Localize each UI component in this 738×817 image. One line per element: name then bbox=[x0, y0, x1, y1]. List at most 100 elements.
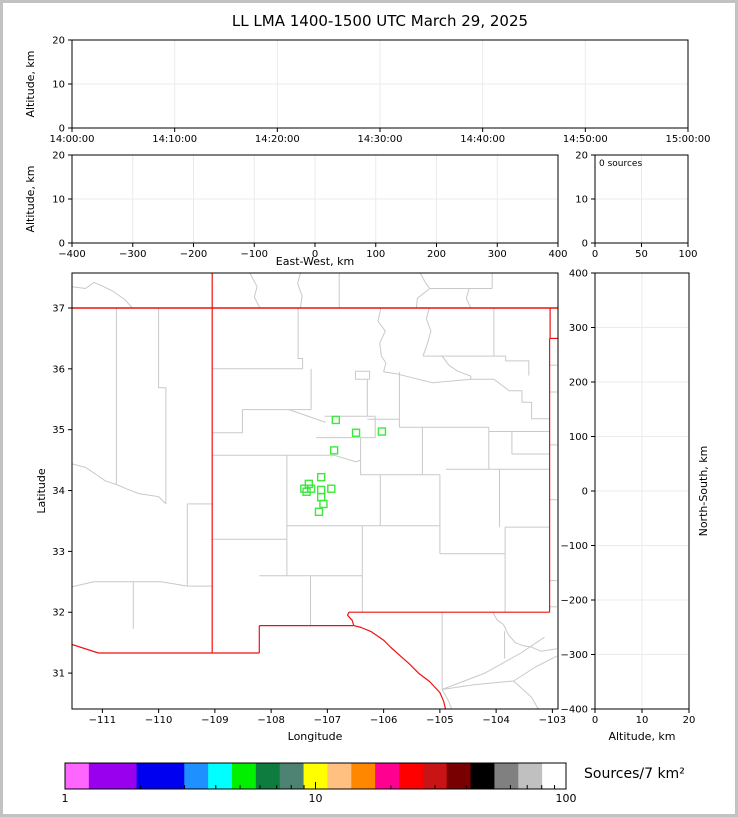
lma-source-marker bbox=[316, 472, 326, 482]
ew-panel-xlabel: East-West, km bbox=[275, 255, 355, 268]
map-ylabel: Latitude bbox=[35, 468, 48, 514]
ew-panel-ylabel: Altitude, km bbox=[24, 165, 37, 233]
svg-text:14:40:00: 14:40:00 bbox=[460, 134, 505, 145]
svg-text:34: 34 bbox=[52, 486, 65, 497]
map-xlabel: Longitude bbox=[287, 730, 343, 743]
svg-text:100: 100 bbox=[678, 249, 697, 260]
svg-text:0: 0 bbox=[582, 487, 588, 498]
svg-text:10: 10 bbox=[309, 792, 323, 805]
svg-text:200: 200 bbox=[427, 249, 446, 260]
map-layers bbox=[72, 273, 558, 709]
colorbar-segment bbox=[375, 763, 400, 789]
colorbar-segment bbox=[399, 763, 424, 789]
lma-source-marker bbox=[302, 487, 311, 496]
colorbar-segment bbox=[184, 763, 209, 789]
svg-text:−105: −105 bbox=[426, 715, 453, 726]
svg-text:−111: −111 bbox=[89, 715, 116, 726]
svg-text:15:00:00: 15:00:00 bbox=[666, 134, 711, 145]
svg-text:32: 32 bbox=[52, 608, 65, 619]
colorbar-segment bbox=[255, 763, 281, 789]
colorbar-segment bbox=[518, 763, 543, 789]
svg-text:14:50:00: 14:50:00 bbox=[563, 134, 608, 145]
svg-text:14:00:00: 14:00:00 bbox=[50, 134, 95, 145]
svg-text:400: 400 bbox=[548, 249, 567, 260]
colorbar-segment bbox=[422, 763, 448, 789]
lma-source-marker bbox=[377, 427, 387, 436]
colorbar-label: Sources/7 km² bbox=[584, 766, 685, 782]
svg-text:10: 10 bbox=[575, 195, 588, 206]
svg-text:20: 20 bbox=[52, 36, 65, 47]
svg-text:100: 100 bbox=[569, 432, 588, 443]
svg-text:300: 300 bbox=[488, 249, 507, 260]
colorbar-segment bbox=[279, 763, 304, 789]
svg-text:−300: −300 bbox=[561, 650, 588, 661]
colorbar-segment bbox=[494, 763, 519, 789]
svg-text:20: 20 bbox=[575, 151, 588, 162]
svg-text:0: 0 bbox=[582, 239, 588, 250]
svg-text:50: 50 bbox=[635, 249, 648, 260]
svg-text:33: 33 bbox=[52, 547, 65, 558]
svg-text:20: 20 bbox=[52, 151, 65, 162]
svg-text:−200: −200 bbox=[180, 249, 207, 260]
lma-source-marker bbox=[331, 415, 341, 425]
svg-text:14:10:00: 14:10:00 bbox=[152, 134, 197, 145]
svg-text:37: 37 bbox=[52, 303, 65, 314]
lma-source-marker bbox=[316, 493, 326, 502]
svg-text:−400: −400 bbox=[561, 705, 588, 716]
lma-source-marker bbox=[329, 446, 339, 455]
svg-text:−103: −103 bbox=[539, 715, 566, 726]
svg-text:14:30:00: 14:30:00 bbox=[358, 134, 403, 145]
svg-text:20: 20 bbox=[683, 715, 696, 726]
colorbar-segment bbox=[327, 763, 352, 789]
ns-panel-xlabel: Altitude, km bbox=[608, 730, 676, 743]
svg-text:−110: −110 bbox=[145, 715, 172, 726]
svg-text:0: 0 bbox=[312, 249, 318, 260]
svg-text:300: 300 bbox=[569, 323, 588, 334]
svg-text:14:20:00: 14:20:00 bbox=[255, 134, 300, 145]
colorbar-segment bbox=[208, 763, 233, 789]
svg-text:200: 200 bbox=[569, 378, 588, 389]
svg-text:36: 36 bbox=[52, 364, 65, 375]
ns-panel-ylabel: North-South, km bbox=[697, 445, 710, 537]
svg-text:−107: −107 bbox=[314, 715, 341, 726]
svg-text:10: 10 bbox=[52, 195, 65, 206]
lma-source-marker bbox=[327, 484, 336, 493]
colorbar-segment bbox=[446, 763, 471, 789]
svg-text:35: 35 bbox=[52, 425, 65, 436]
svg-text:100: 100 bbox=[556, 792, 577, 805]
svg-text:−100: −100 bbox=[561, 541, 588, 552]
page-title: LL LMA 1400-1500 UTC March 29, 2025 bbox=[231, 12, 529, 30]
lma-source-marker bbox=[351, 428, 361, 437]
svg-text:31: 31 bbox=[52, 669, 65, 680]
lma-source-marker bbox=[316, 485, 326, 495]
colorbar-segment bbox=[351, 763, 376, 789]
colorbar-segment bbox=[88, 763, 137, 789]
svg-text:0: 0 bbox=[592, 249, 598, 260]
svg-text:0: 0 bbox=[59, 239, 65, 250]
lma-plot-svg: 14:00:00 14:10:00 14:20:00 14:30:00 14:40:00… bbox=[50, 36, 711, 806]
lma-source-marker bbox=[304, 479, 314, 489]
colorbar-segment bbox=[232, 763, 257, 789]
svg-text:−106: −106 bbox=[370, 715, 397, 726]
svg-text:−109: −109 bbox=[201, 715, 228, 726]
colorbar-segment bbox=[65, 763, 90, 789]
svg-text:−108: −108 bbox=[257, 715, 284, 726]
svg-text:−104: −104 bbox=[482, 715, 509, 726]
svg-text:10: 10 bbox=[52, 80, 65, 91]
svg-text:−200: −200 bbox=[561, 596, 588, 607]
svg-text:−300: −300 bbox=[119, 249, 146, 260]
svg-text:−100: −100 bbox=[241, 249, 268, 260]
colorbar-segment bbox=[136, 763, 185, 789]
colorbar-segment bbox=[542, 763, 567, 789]
svg-text:−400: −400 bbox=[58, 249, 85, 260]
svg-text:10: 10 bbox=[636, 715, 649, 726]
lma-source-marker bbox=[314, 507, 324, 517]
svg-text:400: 400 bbox=[569, 269, 588, 280]
lma-source-marker bbox=[319, 499, 328, 509]
svg-text:1: 1 bbox=[62, 792, 69, 805]
svg-text:0: 0 bbox=[59, 124, 65, 135]
colorbar-segment bbox=[470, 763, 495, 789]
source-count-annotation: 0 sources bbox=[599, 159, 643, 169]
svg-text:0: 0 bbox=[592, 715, 598, 726]
